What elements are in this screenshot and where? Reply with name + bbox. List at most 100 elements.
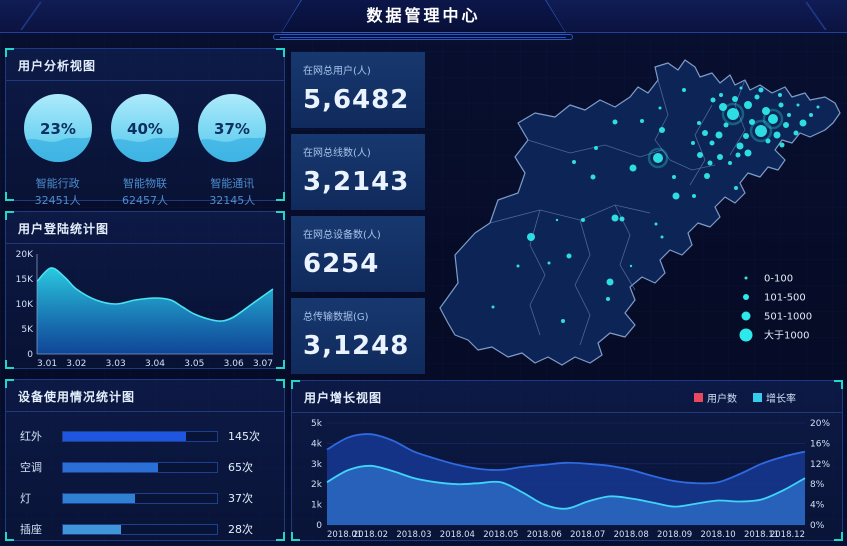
map-dot-halo xyxy=(721,102,745,126)
map-dot-halo xyxy=(762,108,784,130)
device-value[interactable]: 65次 xyxy=(228,461,253,474)
y-tick-label: 20K xyxy=(16,250,34,260)
map-dot xyxy=(744,149,752,157)
map-dot xyxy=(527,233,535,241)
map-dot xyxy=(723,122,729,128)
map-dot xyxy=(654,222,658,226)
device-label[interactable]: 灯 xyxy=(20,492,31,505)
stat-card[interactable]: 总传输数据(G) 3,1248 xyxy=(291,298,425,374)
legend-swatch[interactable] xyxy=(694,393,703,402)
device-label[interactable]: 空调 xyxy=(20,461,42,474)
y-right-tick-label: 8% xyxy=(810,480,825,490)
device-bar-track[interactable] xyxy=(62,461,218,473)
y-left-tick-label: 1k xyxy=(311,501,323,511)
x-tick-label: 2018.01 xyxy=(327,530,362,540)
map-dot xyxy=(719,93,723,97)
login-line xyxy=(36,267,274,322)
map-dot xyxy=(561,319,565,323)
legend-item[interactable]: 增长率 xyxy=(753,390,796,405)
stat-label[interactable]: 总传输数据(G) xyxy=(303,312,369,323)
panel-growth: 用户增长视图 用户数 增长率 0 0% 1k 4% 2k 8% 3k 12% 4k 16% 5k 20%… xyxy=(291,380,843,541)
device-label[interactable]: 插座 xyxy=(20,523,42,536)
map-dot xyxy=(715,131,723,139)
map-dot xyxy=(606,278,614,286)
device-row[interactable]: 红外 145次 xyxy=(20,428,270,444)
corner-accent xyxy=(276,192,285,201)
device-value[interactable]: 37次 xyxy=(228,492,253,505)
stat-label[interactable]: 在网总用户(人) xyxy=(303,66,371,77)
stat-value[interactable]: 6254 xyxy=(303,249,380,279)
stat-label[interactable]: 在网总设备数(人) xyxy=(303,230,381,241)
corner-accent xyxy=(276,48,285,57)
stat-value[interactable]: 3,1248 xyxy=(303,331,410,361)
map-dot xyxy=(555,218,559,222)
map-dot xyxy=(768,114,778,124)
device-bar-track[interactable] xyxy=(62,430,218,442)
gauge-label[interactable]: 智能通讯 xyxy=(210,177,255,190)
map-dot xyxy=(697,152,703,158)
gauge-label[interactable]: 智能行政 xyxy=(35,177,80,190)
gauge-label[interactable]: 智能物联 xyxy=(122,177,167,190)
x-tick-label: 2018.05 xyxy=(483,530,518,540)
map-dot xyxy=(754,94,760,100)
gauge[interactable]: 37% 智能通讯 32145人 xyxy=(190,91,274,208)
map-dot xyxy=(640,119,644,123)
map-dot xyxy=(739,86,743,90)
map-dot xyxy=(619,216,625,222)
map-dot xyxy=(744,101,752,109)
gauge-count[interactable]: 32451人 xyxy=(34,194,81,207)
growth-series-area xyxy=(327,465,805,525)
x-tick-label: 3.05 xyxy=(184,359,204,369)
corner-accent xyxy=(291,532,300,541)
stat-card[interactable]: 在网总用户(人) 5,6482 xyxy=(291,52,425,128)
map-dot xyxy=(606,297,610,301)
legend-swatch[interactable] xyxy=(753,393,762,402)
y-left-tick-label: 2k xyxy=(311,480,323,490)
gauge-count[interactable]: 32145人 xyxy=(209,194,256,207)
header-title-shape: 数据管理中心 xyxy=(281,0,566,33)
device-bar-fill[interactable] xyxy=(63,493,135,503)
map-dot xyxy=(682,88,686,92)
map-dot xyxy=(778,102,784,108)
stat-label[interactable]: 在网总线数(人) xyxy=(303,148,371,159)
stat-value[interactable]: 5,6482 xyxy=(303,85,410,115)
x-tick-label: 2018.11 xyxy=(744,530,779,540)
gauge-circle: 23% xyxy=(23,94,92,162)
x-tick-label: 3.07 xyxy=(253,359,273,369)
legend-label[interactable]: 增长率 xyxy=(766,394,796,405)
stat-card[interactable]: 在网总线数(人) 3,2143 xyxy=(291,134,425,210)
map-dot xyxy=(736,142,744,150)
panel-title-device-usage: 设备使用情况统计图 xyxy=(6,380,284,412)
device-value[interactable]: 28次 xyxy=(228,523,253,536)
device-bar-fill[interactable] xyxy=(63,524,121,534)
x-tick-label: 2018.12 xyxy=(770,530,805,540)
map-dot xyxy=(660,235,664,239)
map-dot-layer xyxy=(491,86,820,323)
device-bar-track[interactable] xyxy=(62,492,218,504)
region-map: 0-100 101-500 501-1000 大于1000 xyxy=(439,59,841,366)
device-row[interactable]: 灯 37次 xyxy=(20,490,270,506)
gauge[interactable]: 40% 智能物联 62457人 xyxy=(103,91,187,208)
x-tick-label: 2018.03 xyxy=(396,530,431,540)
gauge[interactable]: 23% 智能行政 32451人 xyxy=(16,91,100,208)
device-row[interactable]: 空调 65次 xyxy=(20,459,270,475)
stat-value[interactable]: 3,2143 xyxy=(303,167,410,197)
device-label[interactable]: 红外 xyxy=(20,430,42,443)
map-outline xyxy=(439,59,841,366)
map-dot xyxy=(787,113,791,117)
stat-card[interactable]: 在网总设备数(人) 6254 xyxy=(291,216,425,292)
gauge-count[interactable]: 62457人 xyxy=(121,194,168,207)
device-bar-fill[interactable] xyxy=(63,431,187,441)
map-dot xyxy=(707,160,713,166)
legend-label[interactable]: 用户数 xyxy=(707,394,737,405)
legend-item[interactable]: 用户数 xyxy=(694,390,737,405)
device-bar-fill[interactable] xyxy=(63,462,159,472)
device-bar-track[interactable] xyxy=(62,523,218,535)
map-dot xyxy=(658,106,662,110)
map-dot-halo xyxy=(647,147,669,169)
gauge-row: 23% 智能行政 32451人 40% 智能物联 62457人 37% 智能通讯 32145人 xyxy=(6,81,284,208)
device-value[interactable]: 145次 xyxy=(228,430,260,443)
corner-accent xyxy=(291,380,300,389)
device-row[interactable]: 插座 28次 xyxy=(20,521,270,537)
